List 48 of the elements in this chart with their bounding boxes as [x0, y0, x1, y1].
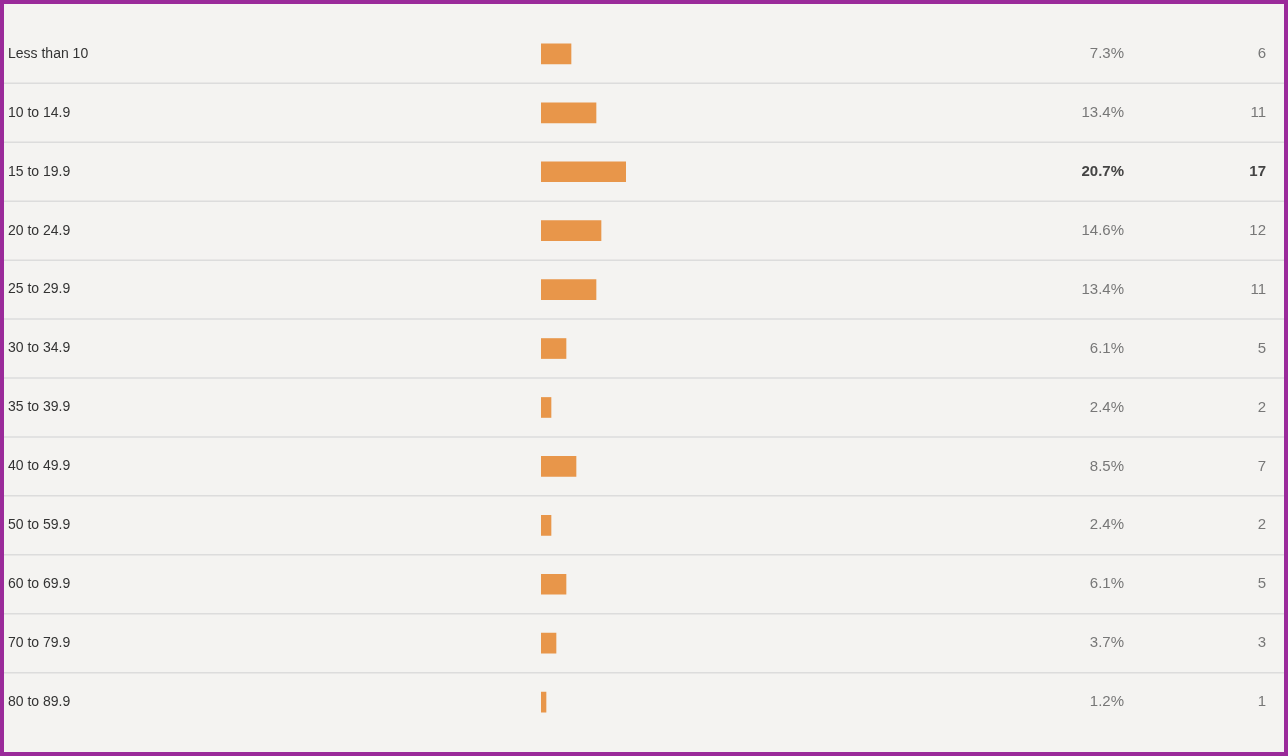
- y-tick-label: 40 to 49.9: [8, 457, 71, 474]
- text: 2.4%: [1089, 515, 1124, 533]
- text: 6.1%: [1089, 574, 1124, 592]
- text: 14.6%: [1081, 220, 1124, 238]
- text: 7.3%: [1089, 44, 1124, 62]
- data-label: 2: [1257, 397, 1266, 415]
- text: 13.4%: [1081, 279, 1124, 297]
- data-label: 5: [1257, 574, 1266, 592]
- text: 6.1%: [1089, 338, 1124, 356]
- data-label: 6: [1257, 44, 1266, 62]
- y-tick-label: 60 to 69.9: [8, 575, 71, 592]
- y-tick-label: 10 to 14.9: [8, 103, 71, 120]
- bar: [541, 338, 567, 359]
- data-label: 2: [1257, 515, 1266, 533]
- data-label: 11: [1250, 279, 1266, 297]
- y-tick-label: 35 to 39.9: [8, 398, 71, 415]
- y-tick-label: 30 to 34.9: [8, 339, 71, 356]
- data-label: 1: [1257, 692, 1266, 710]
- bar: [541, 102, 597, 124]
- bar: [541, 397, 552, 418]
- y-tick-label: 20 to 24.9: [8, 221, 71, 238]
- bar: [541, 220, 602, 241]
- bar: [541, 279, 597, 300]
- y-tick-label: 15 to 19.9: [8, 162, 71, 179]
- bar: [541, 43, 572, 65]
- y-tick-label: 50 to 59.9: [8, 516, 71, 533]
- text: 20.7%: [1081, 161, 1124, 179]
- text: 1.2%: [1089, 692, 1124, 710]
- text: 2.4%: [1089, 397, 1124, 415]
- bar: [541, 161, 626, 183]
- y-tick-label: 70 to 79.9: [8, 634, 71, 651]
- data-label: 3: [1257, 633, 1266, 651]
- data-label: 7: [1257, 456, 1266, 474]
- bar: [541, 456, 577, 477]
- bar: [541, 691, 547, 713]
- data-label: 5: [1257, 338, 1266, 356]
- text: 13.4%: [1081, 102, 1124, 120]
- data-label: 12: [1249, 220, 1266, 238]
- y-tick-label: 25 to 29.9: [8, 280, 71, 297]
- data-label: 11: [1250, 102, 1266, 120]
- y-tick-label: 80 to 89.9: [8, 692, 71, 709]
- y-tick-label: Less than 10: [8, 44, 89, 61]
- text: 8.5%: [1089, 456, 1124, 474]
- text: 3.7%: [1089, 633, 1124, 651]
- bar: [541, 573, 567, 595]
- bar: [541, 515, 552, 536]
- data-label: 17: [1249, 161, 1266, 179]
- bar: [541, 632, 557, 654]
